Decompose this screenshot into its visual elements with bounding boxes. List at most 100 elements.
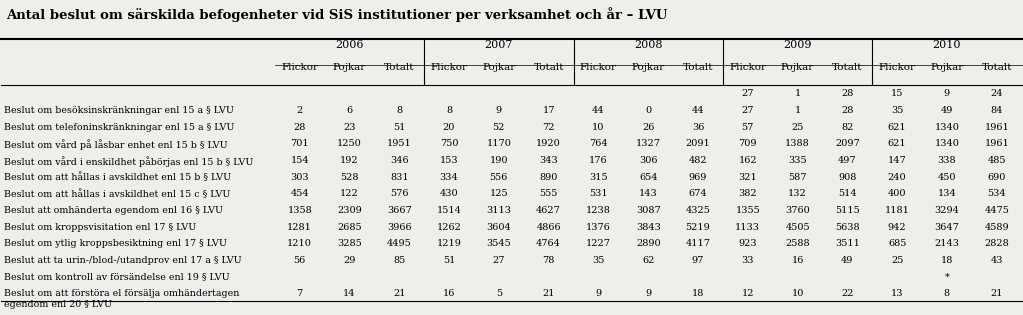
- Text: 701: 701: [291, 139, 309, 148]
- Text: 52: 52: [493, 123, 505, 131]
- Text: 6: 6: [347, 106, 353, 115]
- Text: Beslut om vård i enskildhet påbörjas enl 15 b § LVU: Beslut om vård i enskildhet påbörjas enl…: [4, 156, 254, 167]
- Text: 346: 346: [390, 156, 408, 165]
- Text: 3511: 3511: [835, 239, 859, 248]
- Text: 2309: 2309: [338, 206, 362, 215]
- Text: 9: 9: [944, 89, 950, 98]
- Text: 36: 36: [692, 123, 704, 131]
- Text: 51: 51: [443, 256, 455, 265]
- Text: 176: 176: [589, 156, 608, 165]
- Text: 35: 35: [891, 106, 903, 115]
- Text: 1: 1: [795, 89, 801, 98]
- Text: 4589: 4589: [984, 223, 1009, 232]
- Text: 430: 430: [440, 189, 458, 198]
- Text: 143: 143: [638, 189, 658, 198]
- Text: 2010: 2010: [933, 40, 962, 50]
- Text: 528: 528: [341, 173, 359, 181]
- Text: Flickor: Flickor: [729, 63, 766, 72]
- Text: 3087: 3087: [636, 206, 661, 215]
- Text: 22: 22: [841, 289, 853, 298]
- Text: 4475: 4475: [984, 206, 1009, 215]
- Text: 28: 28: [841, 89, 853, 98]
- Text: Beslut om ytlig kroppsbesiktning enl 17 § LVU: Beslut om ytlig kroppsbesiktning enl 17 …: [4, 239, 227, 248]
- Text: Beslut om vård på låsbar enhet enl 15 b § LVU: Beslut om vård på låsbar enhet enl 15 b …: [4, 139, 228, 150]
- Text: 2685: 2685: [338, 223, 362, 232]
- Text: 17: 17: [542, 106, 554, 115]
- Text: 1920: 1920: [536, 139, 561, 148]
- Text: 4505: 4505: [786, 223, 810, 232]
- Text: 43: 43: [990, 256, 1003, 265]
- Text: 16: 16: [792, 256, 804, 265]
- Text: Flickor: Flickor: [431, 63, 468, 72]
- Text: 2008: 2008: [634, 40, 663, 50]
- Text: 240: 240: [888, 173, 906, 181]
- Text: 831: 831: [390, 173, 408, 181]
- Text: 125: 125: [490, 189, 508, 198]
- Text: 556: 556: [490, 173, 508, 181]
- Text: 2: 2: [297, 106, 303, 115]
- Text: 2007: 2007: [485, 40, 514, 50]
- Text: 25: 25: [792, 123, 804, 131]
- Text: 1: 1: [795, 106, 801, 115]
- Text: 338: 338: [938, 156, 957, 165]
- Text: 654: 654: [639, 173, 658, 181]
- Text: Beslut om kontroll av försändelse enl 19 § LVU: Beslut om kontroll av försändelse enl 19…: [4, 273, 230, 282]
- Text: 1358: 1358: [287, 206, 312, 215]
- Text: 531: 531: [589, 189, 608, 198]
- Text: 12: 12: [742, 289, 754, 298]
- Text: 134: 134: [937, 189, 957, 198]
- Text: 335: 335: [789, 156, 807, 165]
- Text: Flickor: Flickor: [580, 63, 617, 72]
- Text: 1376: 1376: [586, 223, 611, 232]
- Text: 690: 690: [987, 173, 1006, 181]
- Text: 1262: 1262: [437, 223, 461, 232]
- Text: 23: 23: [344, 123, 356, 131]
- Text: 84: 84: [990, 106, 1003, 115]
- Text: 969: 969: [688, 173, 707, 181]
- Text: 1170: 1170: [486, 139, 512, 148]
- Text: 315: 315: [589, 173, 608, 181]
- Text: 21: 21: [990, 289, 1003, 298]
- Text: 51: 51: [393, 123, 405, 131]
- Text: 18: 18: [941, 256, 953, 265]
- Text: 24: 24: [990, 89, 1003, 98]
- Text: 621: 621: [888, 139, 906, 148]
- Text: 2097: 2097: [835, 139, 859, 148]
- Text: 685: 685: [888, 239, 906, 248]
- Text: 400: 400: [888, 189, 906, 198]
- Text: 14: 14: [344, 289, 356, 298]
- Text: 27: 27: [742, 89, 754, 98]
- Text: 132: 132: [788, 189, 807, 198]
- Text: 162: 162: [739, 156, 757, 165]
- Text: Beslut om att hållas i avskildhet enl 15 c § LVU: Beslut om att hållas i avskildhet enl 15…: [4, 189, 231, 199]
- Text: 2009: 2009: [784, 40, 812, 50]
- Text: 21: 21: [542, 289, 554, 298]
- Text: 1238: 1238: [586, 206, 611, 215]
- Text: 497: 497: [838, 156, 856, 165]
- Text: 3966: 3966: [387, 223, 411, 232]
- Text: 56: 56: [294, 256, 306, 265]
- Text: 122: 122: [340, 189, 359, 198]
- Text: 4764: 4764: [536, 239, 561, 248]
- Text: 1340: 1340: [934, 123, 960, 131]
- Text: *: *: [944, 273, 949, 282]
- Text: 16: 16: [443, 289, 455, 298]
- Text: Beslut om att förstöra el försälja omhändertagen
egendom enl 20 § LVU: Beslut om att förstöra el försälja omhän…: [4, 289, 239, 309]
- Text: Totalt: Totalt: [384, 63, 414, 72]
- Text: 303: 303: [291, 173, 309, 181]
- Text: 21: 21: [393, 289, 405, 298]
- Text: 3113: 3113: [486, 206, 512, 215]
- Text: 26: 26: [642, 123, 655, 131]
- Text: 3285: 3285: [338, 239, 362, 248]
- Text: 576: 576: [390, 189, 408, 198]
- Text: 321: 321: [739, 173, 757, 181]
- Text: 621: 621: [888, 123, 906, 131]
- Text: 4117: 4117: [685, 239, 711, 248]
- Text: Flickor: Flickor: [281, 63, 318, 72]
- Text: 534: 534: [987, 189, 1006, 198]
- Text: 27: 27: [493, 256, 505, 265]
- Text: 750: 750: [440, 139, 458, 148]
- Text: 1355: 1355: [736, 206, 760, 215]
- Text: 1210: 1210: [287, 239, 312, 248]
- Text: Totalt: Totalt: [682, 63, 713, 72]
